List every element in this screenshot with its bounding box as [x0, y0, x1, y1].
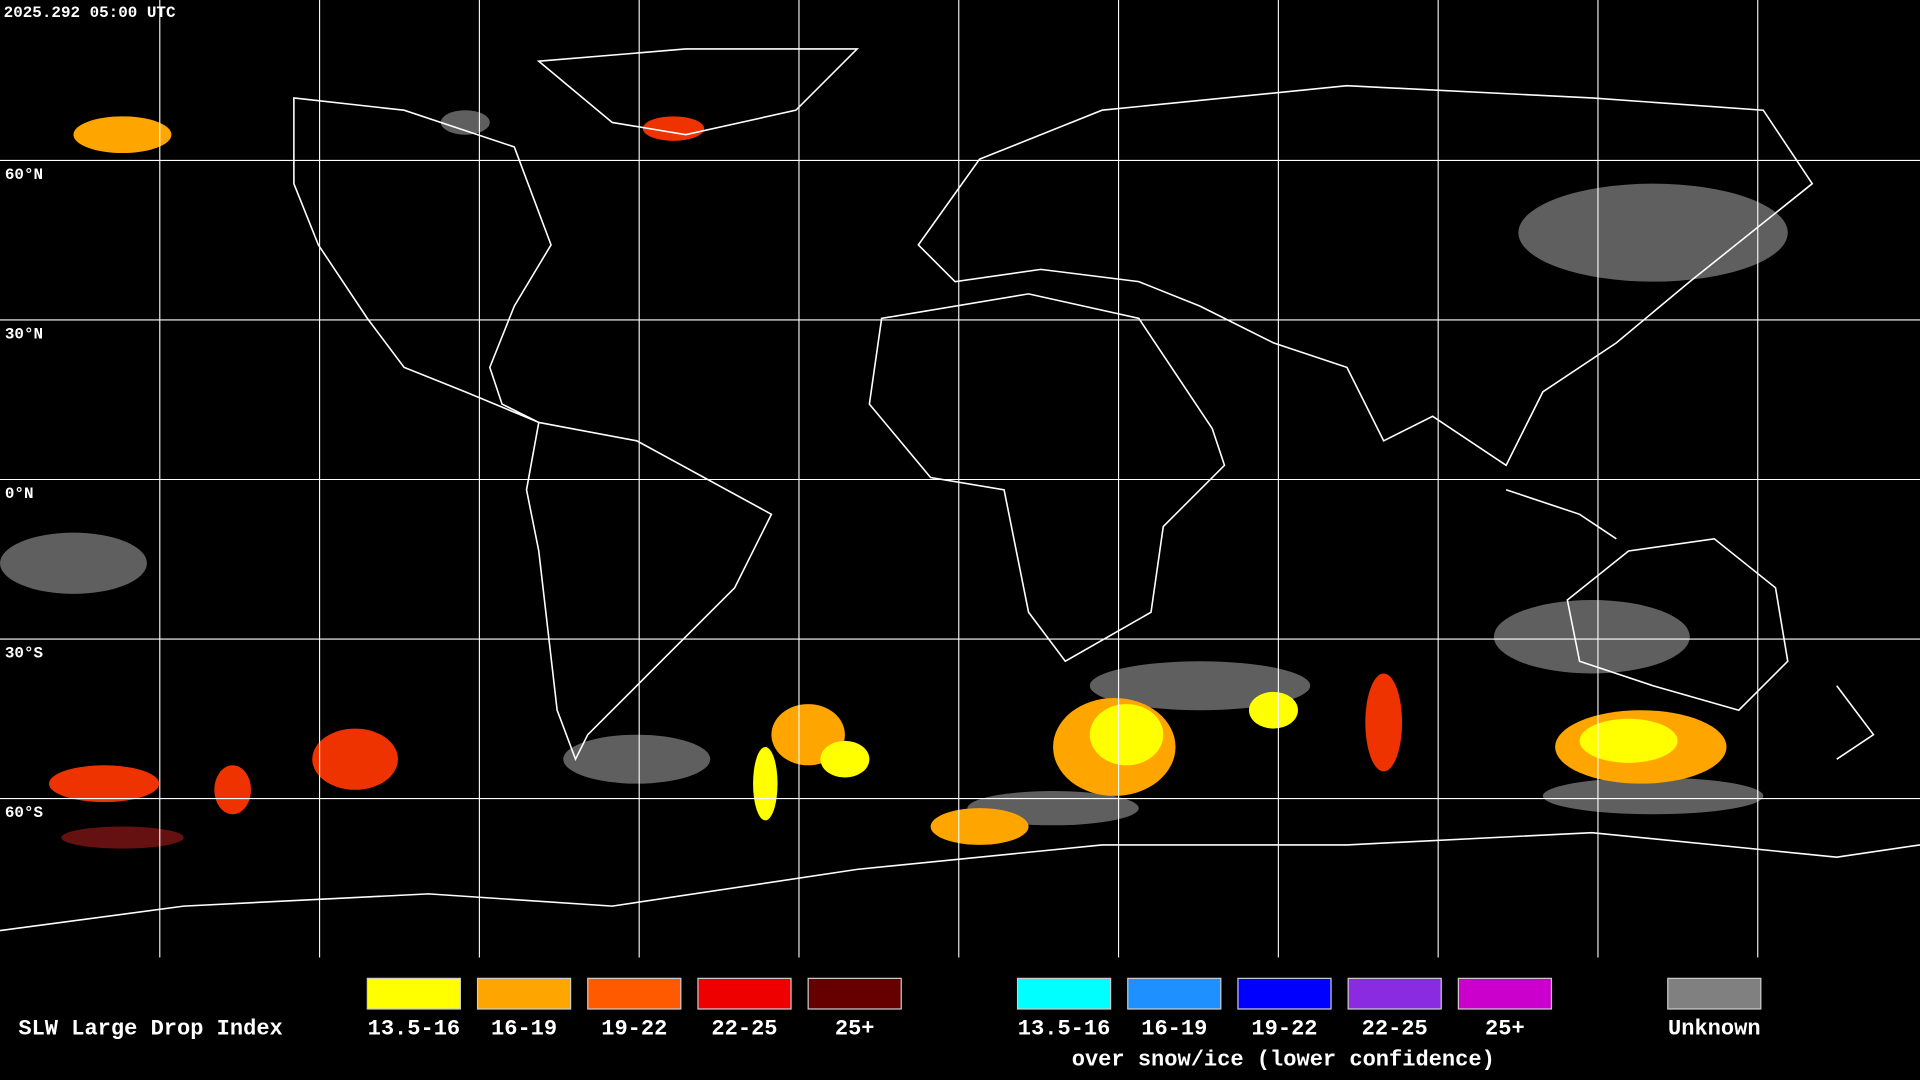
legend-swatch	[1127, 977, 1222, 1010]
legend-label: 16-19	[491, 1017, 557, 1042]
legend-label: 13.5-16	[1018, 1017, 1111, 1042]
legend-title: SLW Large Drop Index	[18, 1017, 282, 1042]
latitude-label: 30°S	[5, 644, 44, 662]
legend-panel	[0, 958, 1920, 1080]
legend-swatch	[1347, 977, 1442, 1010]
snow-note: over snow/ice (lower confidence)	[1072, 1047, 1495, 1072]
legend-swatch	[1667, 977, 1762, 1010]
coastlines	[0, 48, 1920, 932]
cloud-field	[0, 110, 1788, 849]
legend-label: Unknown	[1668, 1017, 1761, 1042]
legend-label: 13.5-16	[368, 1017, 461, 1042]
latitude-label: 0°N	[5, 485, 34, 503]
legend-label: 25+	[1485, 1017, 1525, 1042]
legend-swatch	[807, 977, 902, 1010]
legend-swatch	[366, 977, 462, 1010]
legend-swatch	[476, 977, 572, 1010]
legend-swatch	[587, 977, 682, 1010]
legend-label: 19-22	[1251, 1017, 1317, 1042]
latitude-label: 60°N	[5, 166, 43, 184]
legend-label: 22-25	[1362, 1017, 1428, 1042]
latitude-label: 30°N	[5, 325, 43, 343]
latitude-label: 60°S	[5, 804, 44, 822]
legend-label: 16-19	[1141, 1017, 1207, 1042]
legend-swatch	[1457, 977, 1553, 1010]
timestamp: 2025.292 05:00 UTC	[4, 4, 176, 22]
legend-swatch	[697, 977, 792, 1010]
legend-swatch	[1237, 977, 1332, 1010]
legend-label: 22-25	[711, 1017, 777, 1042]
legend-label: 19-22	[601, 1017, 667, 1042]
graticule	[0, 0, 1920, 958]
legend-swatch	[1016, 977, 1112, 1010]
legend-label: 25+	[835, 1017, 875, 1042]
